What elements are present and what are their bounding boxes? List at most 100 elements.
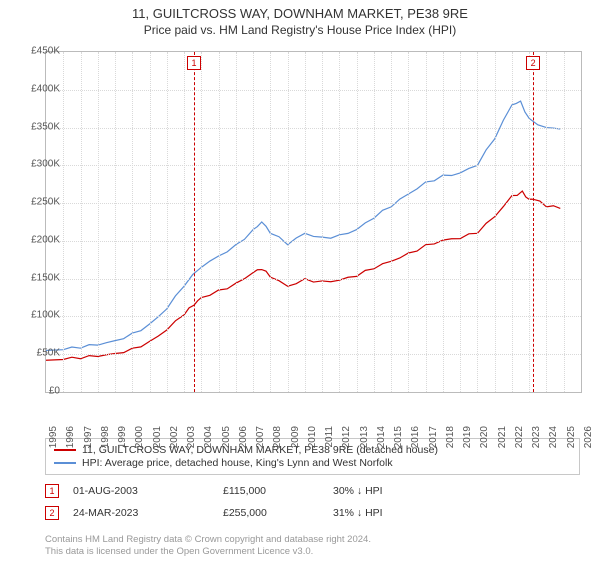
footer: Contains HM Land Registry data © Crown c… [45, 534, 371, 559]
gridline-h [46, 279, 581, 280]
plot-area: 12 [45, 51, 582, 393]
gridline-h [46, 165, 581, 166]
x-axis-label: 2006 [238, 426, 249, 456]
x-axis-label: 2020 [479, 426, 490, 456]
transaction-delta: 30% ↓ HPI [333, 485, 383, 497]
marker-line [533, 52, 534, 392]
gridline-v [322, 52, 323, 392]
x-axis-label: 2004 [203, 426, 214, 456]
y-axis-label: £200K [18, 234, 60, 245]
gridline-v [98, 52, 99, 392]
y-axis-label: £400K [18, 83, 60, 94]
x-axis-label: 2021 [497, 426, 508, 456]
transaction-row: 2 24-MAR-2023 £255,000 31% ↓ HPI [45, 506, 580, 520]
x-axis-label: 2007 [255, 426, 266, 456]
x-axis-label: 2015 [393, 426, 404, 456]
x-axis-label: 2003 [186, 426, 197, 456]
x-axis-label: 2019 [462, 426, 473, 456]
x-axis-label: 2009 [290, 426, 301, 456]
gridline-h [46, 203, 581, 204]
x-axis-label: 2008 [272, 426, 283, 456]
gridline-v [236, 52, 237, 392]
gridline-v [167, 52, 168, 392]
gridline-v [81, 52, 82, 392]
gridline-v [63, 52, 64, 392]
gridline-v [253, 52, 254, 392]
gridline-v [495, 52, 496, 392]
gridline-v [270, 52, 271, 392]
x-axis-label: 2014 [376, 426, 387, 456]
y-axis-label: £150K [18, 272, 60, 283]
x-axis-label: 2013 [359, 426, 370, 456]
gridline-h [46, 90, 581, 91]
chart-subtitle: Price paid vs. HM Land Registry's House … [0, 23, 600, 37]
x-axis-label: 2011 [324, 426, 335, 456]
gridline-v [357, 52, 358, 392]
gridline-v [391, 52, 392, 392]
gridline-h [46, 128, 581, 129]
footer-copyright: Contains HM Land Registry data © Crown c… [45, 534, 371, 546]
x-axis-label: 2000 [134, 426, 145, 456]
gridline-v [460, 52, 461, 392]
x-axis-label: 2001 [152, 426, 163, 456]
transaction-marker-icon: 2 [45, 506, 59, 520]
gridline-h [46, 241, 581, 242]
transaction-price: £255,000 [223, 507, 333, 519]
x-axis-label: 1996 [65, 426, 76, 456]
y-axis-label: £250K [18, 197, 60, 208]
series-hpi [46, 101, 560, 350]
gridline-v [132, 52, 133, 392]
x-axis-label: 2024 [548, 426, 559, 456]
gridline-v [305, 52, 306, 392]
y-axis-label: £100K [18, 310, 60, 321]
legend-row: HPI: Average price, detached house, King… [54, 457, 571, 469]
legend-swatch-hpi [54, 462, 76, 464]
gridline-v [564, 52, 565, 392]
x-axis-label: 2025 [566, 426, 577, 456]
y-axis-label: £0 [18, 386, 60, 397]
x-axis-label: 1998 [100, 426, 111, 456]
gridline-v [201, 52, 202, 392]
x-axis-label: 2010 [307, 426, 318, 456]
transaction-marker-icon: 1 [45, 484, 59, 498]
x-axis-label: 2005 [221, 426, 232, 456]
gridline-v [443, 52, 444, 392]
gridline-v [408, 52, 409, 392]
x-axis-label: 2023 [531, 426, 542, 456]
gridline-h [46, 354, 581, 355]
x-axis-label: 2002 [169, 426, 180, 456]
x-axis-label: 2022 [514, 426, 525, 456]
y-axis-label: £300K [18, 159, 60, 170]
chart-container: 11, GUILTCROSS WAY, DOWNHAM MARKET, PE38… [0, 6, 600, 566]
gridline-v [219, 52, 220, 392]
y-axis-label: £450K [18, 46, 60, 57]
x-axis-label: 2026 [583, 426, 594, 456]
marker-box-icon: 1 [187, 56, 201, 70]
gridline-v [529, 52, 530, 392]
transaction-row: 1 01-AUG-2003 £115,000 30% ↓ HPI [45, 484, 580, 498]
x-axis-label: 1997 [83, 426, 94, 456]
series-price [46, 191, 560, 360]
y-axis-label: £50K [18, 348, 60, 359]
transaction-delta: 31% ↓ HPI [333, 507, 383, 519]
x-axis-label: 1999 [117, 426, 128, 456]
y-axis-label: £350K [18, 121, 60, 132]
gridline-v [374, 52, 375, 392]
marker-line [194, 52, 195, 392]
marker-box-icon: 2 [526, 56, 540, 70]
gridline-v [150, 52, 151, 392]
x-axis-label: 2017 [428, 426, 439, 456]
chart-svg [46, 52, 581, 392]
x-axis-label: 2016 [410, 426, 421, 456]
chart-title: 11, GUILTCROSS WAY, DOWNHAM MARKET, PE38… [0, 6, 600, 21]
legend-label: HPI: Average price, detached house, King… [82, 457, 393, 469]
gridline-v [339, 52, 340, 392]
x-axis-label: 1995 [48, 426, 59, 456]
gridline-h [46, 316, 581, 317]
gridline-v [288, 52, 289, 392]
x-axis-label: 2012 [341, 426, 352, 456]
transaction-price: £115,000 [223, 485, 333, 497]
transaction-date: 01-AUG-2003 [73, 485, 223, 497]
transaction-date: 24-MAR-2023 [73, 507, 223, 519]
footer-licence: This data is licensed under the Open Gov… [45, 546, 371, 558]
